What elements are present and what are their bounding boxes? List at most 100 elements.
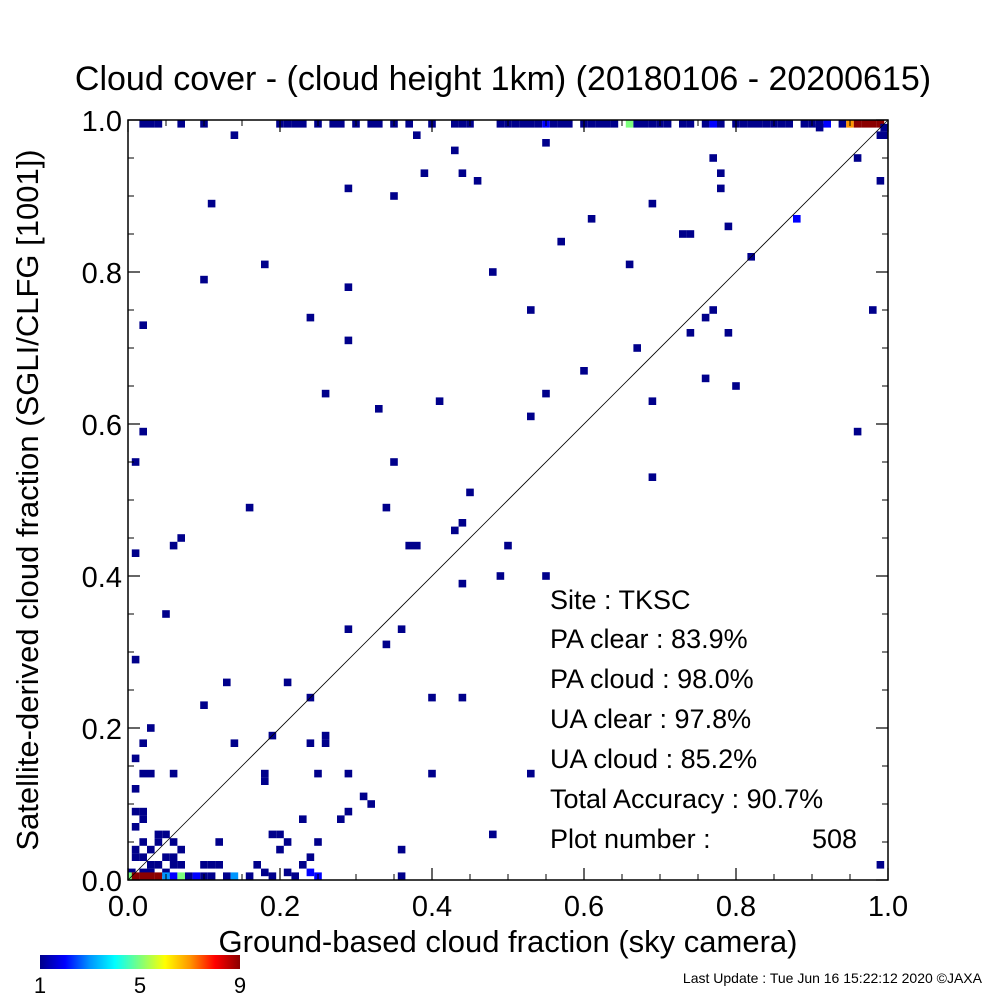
density-cell <box>169 853 178 861</box>
density-cell <box>344 769 353 778</box>
density-cell <box>139 120 147 128</box>
density-cell <box>648 120 657 128</box>
density-cell <box>777 120 786 128</box>
density-cell <box>253 861 261 869</box>
density-cell <box>291 872 299 880</box>
density-cell <box>648 473 657 481</box>
density-cell <box>549 120 558 128</box>
density-cell <box>648 199 657 208</box>
density-cell <box>717 169 725 177</box>
density-cell <box>853 120 862 128</box>
density-cell <box>344 625 353 633</box>
density-cell <box>147 861 155 869</box>
density-cell <box>147 769 155 778</box>
density-cell <box>648 397 657 405</box>
x-tick-label: 0.6 <box>564 891 604 923</box>
density-cell <box>200 701 208 709</box>
density-cell <box>511 120 520 128</box>
density-cell <box>580 367 588 375</box>
density-cell <box>686 230 695 238</box>
density-cell <box>686 120 695 128</box>
density-cell <box>382 640 391 649</box>
density-cell <box>131 458 140 466</box>
density-cell <box>610 120 619 128</box>
density-cell <box>276 845 284 854</box>
density-cell <box>207 872 216 880</box>
density-cell <box>861 120 869 128</box>
density-cell <box>245 872 254 880</box>
density-cell <box>154 120 163 128</box>
density-cell <box>139 853 147 861</box>
density-cell <box>876 177 885 185</box>
density-cell <box>131 853 140 861</box>
density-cell <box>519 120 527 128</box>
x-tick-label: 0.4 <box>412 891 452 923</box>
density-cell <box>154 872 163 880</box>
density-cell <box>139 815 147 823</box>
density-cell <box>709 306 717 314</box>
density-cell <box>177 861 185 869</box>
y-axis-label: Satellite-derived cloud fraction (SGLI/C… <box>10 149 45 850</box>
density-cell <box>207 861 216 869</box>
density-cell <box>542 139 550 147</box>
y-tick-label: 0.0 <box>82 866 122 898</box>
density-cell <box>458 519 467 527</box>
x-tick-label: 0.2 <box>260 891 300 923</box>
density-cell <box>603 120 611 128</box>
density-cell <box>299 861 307 869</box>
density-cell <box>314 769 322 778</box>
density-cell <box>397 845 406 854</box>
density-cell <box>261 777 269 785</box>
density-cell <box>435 397 444 405</box>
density-cell <box>169 838 178 846</box>
stat-site: Site : TKSC <box>550 585 691 615</box>
density-cell <box>154 861 163 869</box>
density-cell <box>686 329 695 337</box>
density-cell <box>128 868 136 877</box>
density-cell <box>496 120 505 128</box>
density-cell <box>261 769 269 778</box>
density-cell <box>565 120 573 128</box>
axis-ticks: 0.00.0 0.2 0.2 0.4 0.4 0.6 0.6 0.8 0.8 1.0 1.0 <box>82 106 908 923</box>
density-cell <box>679 230 687 238</box>
density-cell <box>314 838 322 846</box>
density-cell <box>306 739 315 747</box>
density-cell <box>413 541 421 550</box>
density-cell <box>663 120 672 128</box>
density-cell <box>299 815 307 823</box>
density-cell <box>329 120 337 128</box>
density-cell <box>709 120 717 128</box>
density-cell <box>709 154 717 162</box>
density-cell <box>542 389 550 398</box>
density-cell <box>595 120 603 128</box>
density-cell <box>880 131 888 139</box>
y-tick-label: 0.8 <box>82 258 122 290</box>
density-cell <box>162 610 170 618</box>
density-cell <box>869 120 877 128</box>
stat-ua-clear: UA clear : 97.8% <box>550 704 751 734</box>
density-cell <box>337 120 345 128</box>
density-cell <box>367 120 375 128</box>
density-cell <box>587 215 596 223</box>
density-cell <box>283 678 292 687</box>
colorbar-tick-label: 9 <box>234 973 246 998</box>
density-cell <box>390 458 398 466</box>
density-cell <box>458 579 467 588</box>
last-update-text: Last Update : Tue Jun 16 15:22:12 2020 ©… <box>683 970 983 986</box>
density-cell <box>876 120 885 128</box>
density-cell <box>458 693 467 702</box>
density-cell <box>717 184 725 193</box>
density-cell <box>261 868 269 877</box>
density-cell <box>428 769 436 778</box>
density-cell <box>177 845 185 854</box>
x-axis-label: Ground-based cloud fraction (sky camera) <box>219 924 798 959</box>
y-tick-label: 0.4 <box>82 562 122 594</box>
density-cell <box>724 222 733 231</box>
density-cell <box>268 830 277 839</box>
density-cell <box>701 313 710 322</box>
density-cell <box>306 868 315 877</box>
density-cell <box>633 344 641 352</box>
density-cell <box>131 807 140 816</box>
density-cell <box>633 120 641 128</box>
